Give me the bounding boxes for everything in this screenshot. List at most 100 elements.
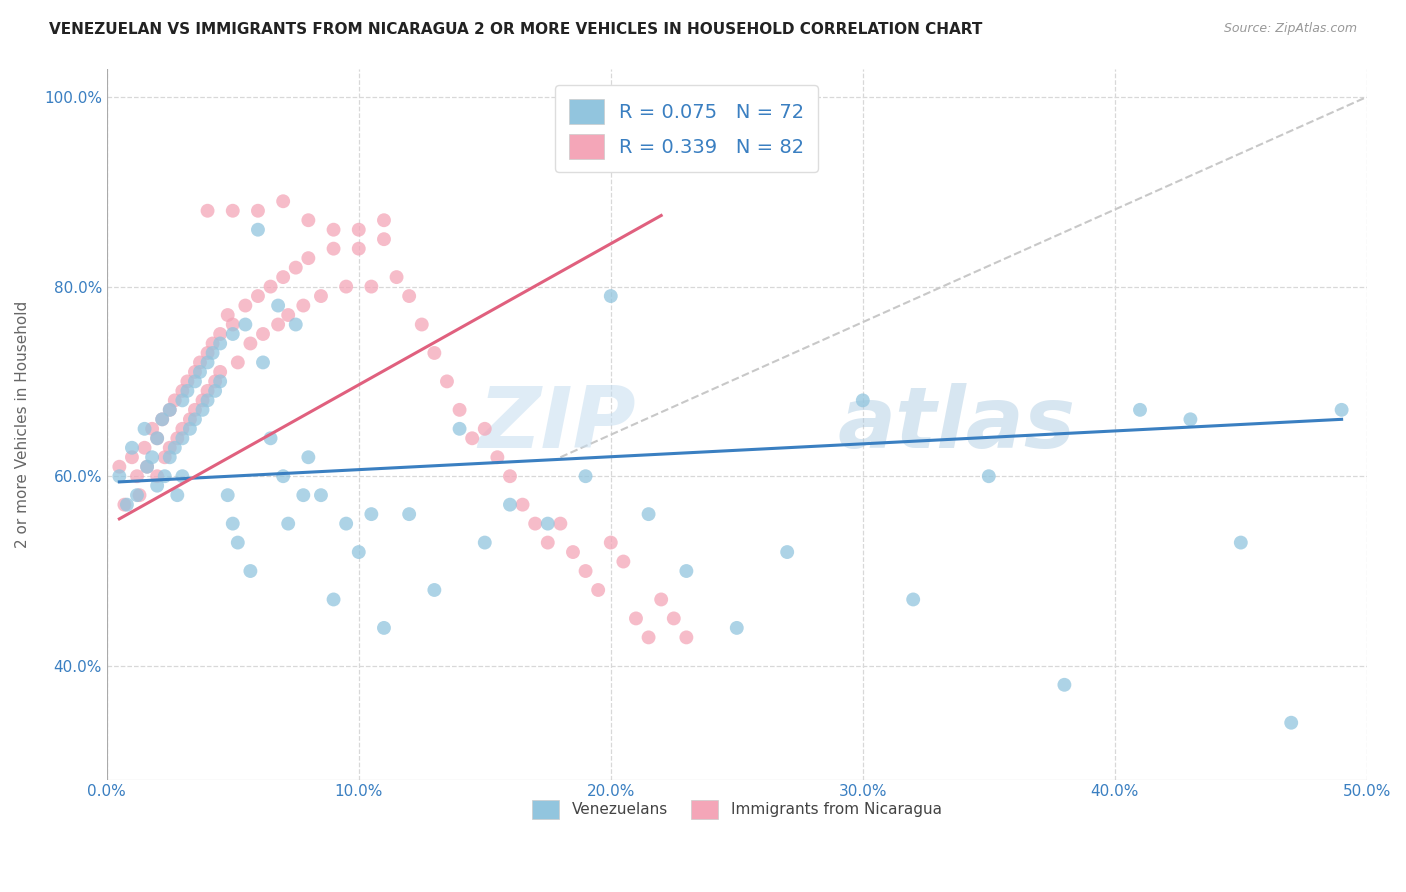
Point [662,611,685,625]
Point [235,299,257,313]
Point [373,232,395,246]
Point [537,516,560,531]
Point [172,431,194,445]
Point [373,213,395,227]
Point [197,346,219,360]
Point [499,469,522,483]
Point [159,441,181,455]
Point [1180,412,1202,426]
Point [201,346,224,360]
Point [562,545,585,559]
Point [209,326,232,341]
Point [239,564,262,578]
Point [188,355,211,369]
Point [176,384,198,398]
Point [725,621,748,635]
Point [191,402,214,417]
Point [335,516,357,531]
Point [292,299,315,313]
Point [347,223,370,237]
Point [474,422,496,436]
Point [128,488,150,502]
Point [108,469,131,483]
Point [222,516,245,531]
Point [146,431,169,445]
Text: Source: ZipAtlas.com: Source: ZipAtlas.com [1223,22,1357,36]
Point [153,469,176,483]
Point [191,393,214,408]
Point [271,194,294,209]
Point [436,375,458,389]
Point [776,545,799,559]
Point [1230,535,1253,549]
Point [204,375,226,389]
Point [852,393,875,408]
Point [284,318,307,332]
Point [235,318,257,332]
Point [1279,715,1302,730]
Point [360,279,382,293]
Point [188,365,211,379]
Point [297,213,319,227]
Point [166,431,188,445]
Point [574,469,596,483]
Point [277,516,299,531]
Point [201,336,224,351]
Point [125,488,148,502]
Point [204,384,226,398]
Point [461,431,484,445]
Point [112,498,135,512]
Point [586,582,609,597]
Point [411,318,433,332]
Point [385,270,408,285]
Point [486,450,509,465]
Point [197,393,219,408]
Text: VENEZUELAN VS IMMIGRANTS FROM NICARAGUA 2 OR MORE VEHICLES IN HOUSEHOLD CORRELAT: VENEZUELAN VS IMMIGRANTS FROM NICARAGUA … [49,22,983,37]
Point [347,545,370,559]
Point [179,422,201,436]
Point [524,516,547,531]
Point [115,498,138,512]
Point [675,564,697,578]
Point [146,431,169,445]
Point [398,289,420,303]
Point [246,203,269,218]
Point [977,469,1000,483]
Point [166,488,188,502]
Point [637,631,659,645]
Point [209,365,232,379]
Point [292,488,315,502]
Point [449,402,471,417]
Point [1053,678,1076,692]
Point [184,365,207,379]
Point [197,384,219,398]
Point [159,450,181,465]
Point [309,488,332,502]
Point [217,308,239,322]
Point [146,478,169,492]
Y-axis label: 2 or more Vehicles in Household: 2 or more Vehicles in Household [15,301,30,548]
Point [226,535,249,549]
Point [309,289,332,303]
Point [172,469,194,483]
Point [675,631,697,645]
Point [172,393,194,408]
Point [252,326,274,341]
Point [217,488,239,502]
Point [550,516,572,531]
Point [134,422,156,436]
Point [125,469,148,483]
Point [423,346,446,360]
Point [246,223,269,237]
Point [226,355,249,369]
Point [184,412,207,426]
Point [574,564,596,578]
Point [284,260,307,275]
Point [650,592,672,607]
Point [322,223,344,237]
Point [179,412,201,426]
Point [136,459,159,474]
Text: atlas: atlas [838,383,1076,466]
Point [474,535,496,549]
Point [184,402,207,417]
